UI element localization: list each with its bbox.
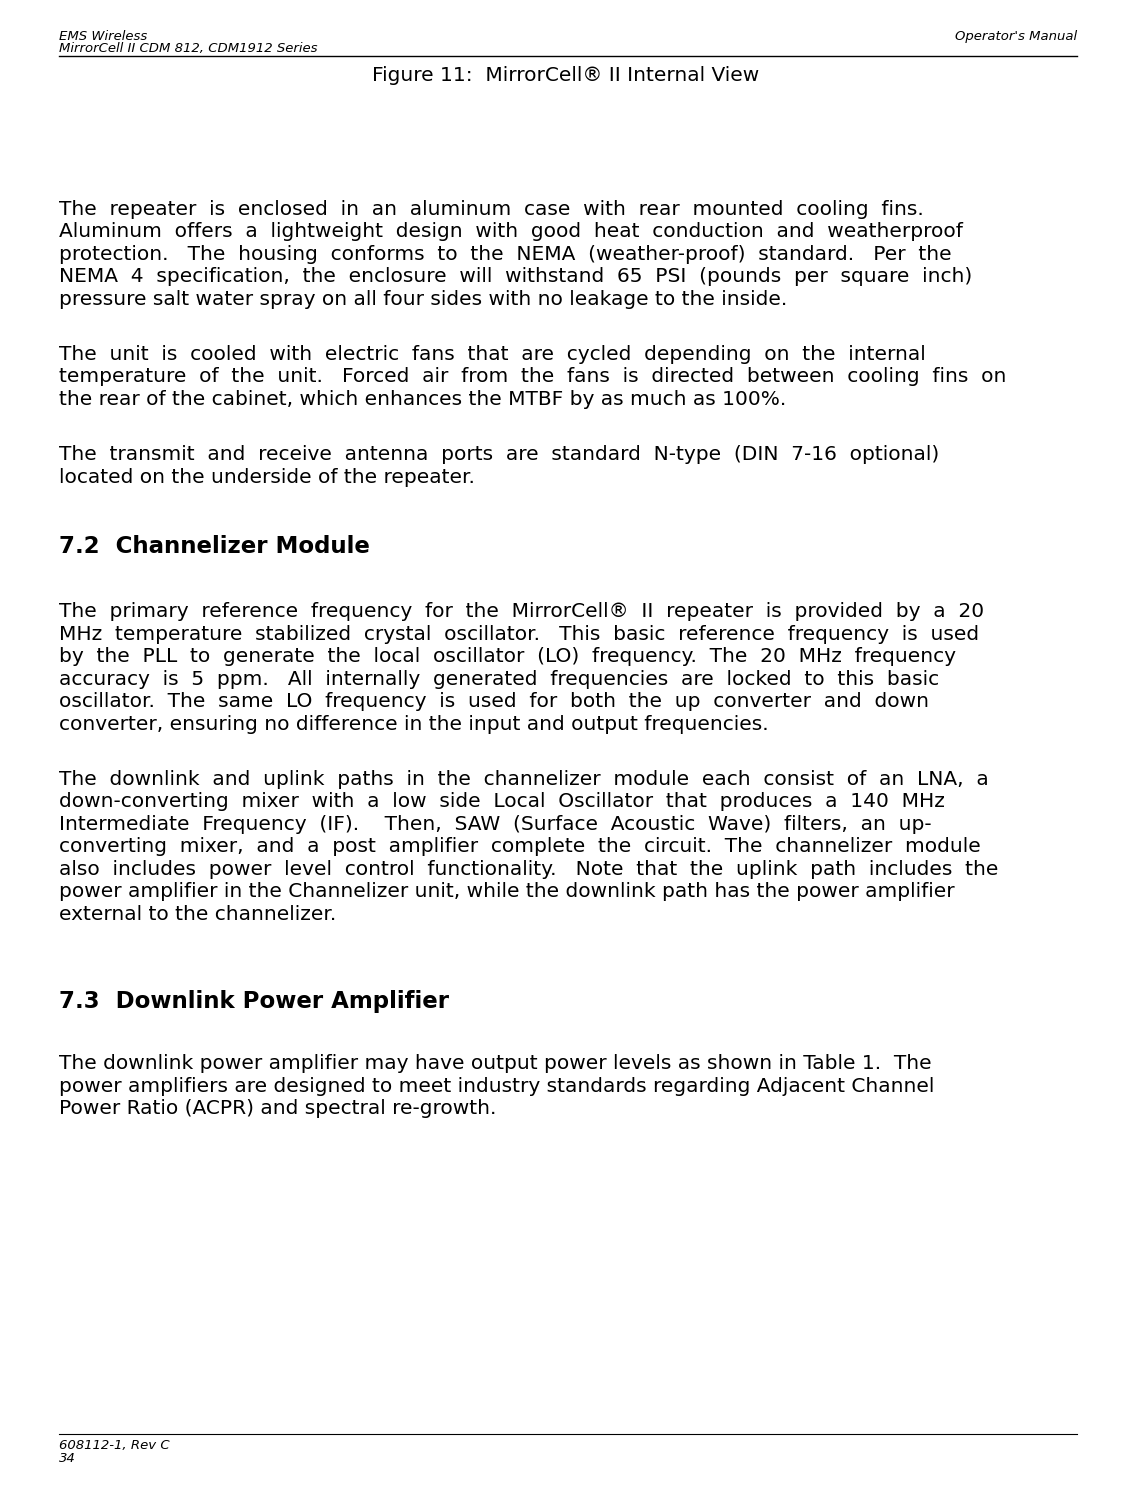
Text: 7.2  Channelizer Module: 7.2 Channelizer Module [59,535,370,558]
Text: power amplifiers are designed to meet industry standards regarding Adjacent Chan: power amplifiers are designed to meet in… [59,1077,934,1096]
Text: located on the underside of the repeater.: located on the underside of the repeater… [59,468,475,486]
Text: protection.   The  housing  conforms  to  the  NEMA  (weather-proof)  standard. : protection. The housing conforms to the … [59,245,951,264]
Text: oscillator.  The  same  LO  frequency  is  used  for  both  the  up  converter  : oscillator. The same LO frequency is use… [59,692,929,711]
Text: The  downlink  and  uplink  paths  in  the  channelizer  module  each  consist  : The downlink and uplink paths in the cha… [59,769,988,789]
Text: Aluminum  offers  a  lightweight  design  with  good  heat  conduction  and  wea: Aluminum offers a lightweight design wit… [59,222,962,242]
Text: MHz  temperature  stabilized  crystal  oscillator.   This  basic  reference  fre: MHz temperature stabilized crystal oscil… [59,625,979,644]
Text: Figure 11:  MirrorCell® II Internal View: Figure 11: MirrorCell® II Internal View [372,67,759,85]
Text: converting  mixer,  and  a  post  amplifier  complete  the  circuit.  The  chann: converting mixer, and a post amplifier c… [59,838,981,856]
Text: Intermediate  Frequency  (IF).    Then,  SAW  (Surface  Acoustic  Wave)  filters: Intermediate Frequency (IF). Then, SAW (… [59,814,932,833]
Text: The downlink power amplifier may have output power levels as shown in Table 1.  : The downlink power amplifier may have ou… [59,1054,932,1074]
Text: The  repeater  is  enclosed  in  an  aluminum  case  with  rear  mounted  coolin: The repeater is enclosed in an aluminum … [59,200,924,219]
Text: power amplifier in the Channelizer unit, while the downlink path has the power a: power amplifier in the Channelizer unit,… [59,883,955,901]
Text: converter, ensuring no difference in the input and output frequencies.: converter, ensuring no difference in the… [59,714,768,734]
Text: MirrorCell II CDM 812, CDM1912 Series: MirrorCell II CDM 812, CDM1912 Series [59,43,318,55]
Text: external to the channelizer.: external to the channelizer. [59,905,336,924]
Text: the rear of the cabinet, which enhances the MTBF by as much as 100%.: the rear of the cabinet, which enhances … [59,391,786,409]
Text: accuracy  is  5  ppm.   All  internally  generated  frequencies  are  locked  to: accuracy is 5 ppm. All internally genera… [59,669,939,689]
Text: The  primary  reference  frequency  for  the  MirrorCell®  II  repeater  is  pro: The primary reference frequency for the … [59,602,984,622]
Text: also  includes  power  level  control  functionality.   Note  that  the  uplink : also includes power level control functi… [59,860,999,878]
Text: 608112-1, Rev C: 608112-1, Rev C [59,1439,170,1452]
Text: EMS Wireless: EMS Wireless [59,30,147,43]
Text: NEMA  4  specification,  the  enclosure  will  withstand  65  PSI  (pounds  per : NEMA 4 specification, the enclosure will… [59,267,972,286]
Text: Operator's Manual: Operator's Manual [955,30,1077,43]
Text: Power Ratio (ACPR) and spectral re-growth.: Power Ratio (ACPR) and spectral re-growt… [59,1099,497,1118]
Text: temperature  of  the  unit.   Forced  air  from  the  fans  is  directed  betwee: temperature of the unit. Forced air from… [59,367,1007,386]
Text: 7.3  Downlink Power Amplifier: 7.3 Downlink Power Amplifier [59,990,449,1012]
Text: down-converting  mixer  with  a  low  side  Local  Oscillator  that  produces  a: down-converting mixer with a low side Lo… [59,792,944,811]
Text: pressure salt water spray on all four sides with no leakage to the inside.: pressure salt water spray on all four si… [59,289,787,309]
Text: by  the  PLL  to  generate  the  local  oscillator  (LO)  frequency.  The  20  M: by the PLL to generate the local oscilla… [59,647,956,666]
Text: The  transmit  and  receive  antenna  ports  are  standard  N-type  (DIN  7-16  : The transmit and receive antenna ports a… [59,446,939,464]
Text: The  unit  is  cooled  with  electric  fans  that  are  cycled  depending  on  t: The unit is cooled with electric fans th… [59,344,925,364]
Text: 34: 34 [59,1452,76,1466]
